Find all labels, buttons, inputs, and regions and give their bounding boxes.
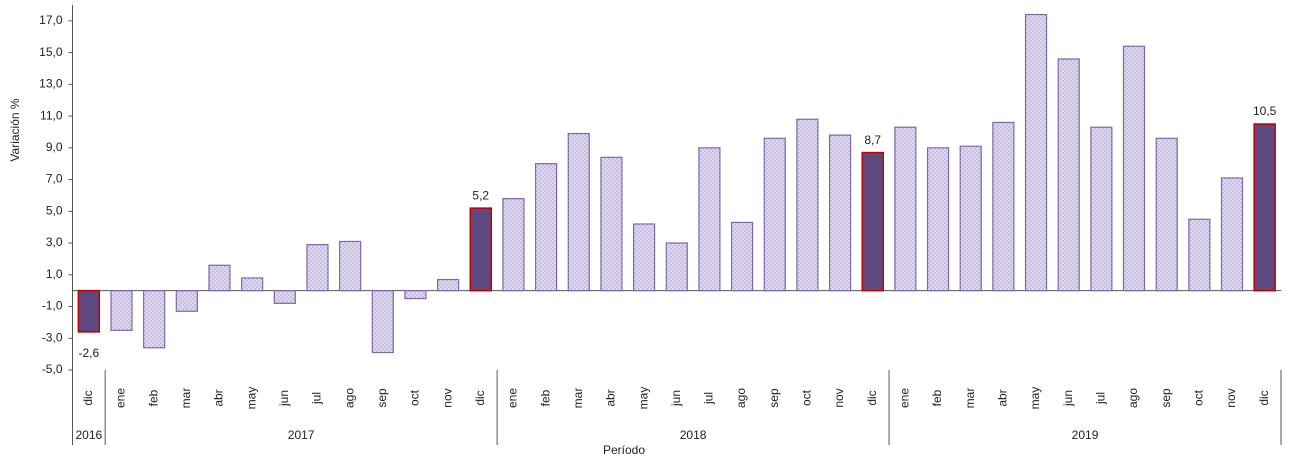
- bar: [567, 132, 590, 292]
- bar: [665, 242, 688, 292]
- x-tick-label: oct: [408, 389, 422, 406]
- bar: [926, 147, 950, 292]
- value-label: 5,2: [472, 188, 489, 202]
- bar: [175, 290, 198, 312]
- bar: [698, 147, 721, 292]
- y-tick-label: 17,0: [39, 13, 63, 27]
- bar: [110, 290, 133, 331]
- x-tick-label: mar: [571, 388, 585, 409]
- bar: [828, 134, 852, 292]
- x-tick-label: mar: [179, 388, 193, 409]
- bar: [404, 290, 427, 300]
- x-tick-label: feb: [146, 389, 160, 406]
- bar: [861, 151, 884, 292]
- x-tick-label: sep: [1159, 388, 1173, 408]
- y-tick-label: 11,0: [40, 108, 63, 122]
- bar: [632, 223, 656, 292]
- bar: [1057, 58, 1080, 292]
- x-tick-label: ene: [506, 388, 520, 408]
- x-tick-label: feb: [538, 389, 552, 406]
- x-tick-label: oct: [800, 389, 814, 406]
- bar: [371, 290, 394, 354]
- bar: [763, 137, 786, 292]
- bar: [339, 240, 362, 292]
- bar: [208, 264, 231, 292]
- group-label: 2018: [680, 428, 707, 442]
- group-label: 2016: [75, 428, 102, 442]
- y-tick-label: 5,0: [46, 203, 63, 217]
- y-tick-label: -1,0: [42, 299, 63, 313]
- bar: [730, 221, 754, 292]
- x-tick-label: abr: [996, 389, 1010, 406]
- y-tick-label: 1,0: [46, 267, 63, 281]
- x-tick-label: ago: [342, 388, 356, 408]
- x-tick-label: ene: [898, 388, 912, 408]
- x-tick-label: jul: [1094, 392, 1108, 405]
- bar: [469, 207, 493, 292]
- x-tick-label: dic: [473, 390, 487, 405]
- value-label: 8,7: [864, 133, 881, 147]
- bar: [1253, 123, 1276, 292]
- x-tick-label: jul: [310, 392, 324, 405]
- y-tick-label: -3,0: [42, 330, 63, 344]
- bar: [241, 277, 264, 292]
- x-tick-label: mar: [963, 388, 977, 409]
- bar: [894, 126, 917, 292]
- x-tick-label: oct: [1192, 389, 1206, 406]
- y-axis-label: Variación %: [8, 98, 22, 161]
- bar: [1155, 137, 1178, 292]
- x-tick-label: ene: [114, 388, 128, 408]
- y-tick-label: 13,0: [39, 77, 63, 91]
- bar: [437, 278, 460, 292]
- bar: [600, 156, 623, 292]
- x-tick-label: nov: [832, 388, 846, 407]
- bar: [959, 145, 982, 292]
- x-tick-label: abr: [604, 389, 618, 406]
- x-tick-label: ago: [1126, 388, 1140, 408]
- x-tick-label: abr: [212, 389, 226, 406]
- bar: [1122, 45, 1146, 292]
- x-tick-label: dic: [865, 390, 879, 405]
- value-label: 10,5: [1253, 104, 1277, 118]
- bar: [1090, 126, 1113, 292]
- y-tick-label: 15,0: [39, 45, 63, 59]
- x-tick-label: jul: [702, 392, 716, 405]
- bar: [796, 118, 819, 292]
- x-tick-label: jun: [1061, 390, 1075, 407]
- bar: [143, 290, 166, 349]
- bar: [992, 121, 1015, 292]
- y-tick-label: 9,0: [46, 140, 63, 154]
- bar: [1024, 13, 1048, 292]
- x-tick-label: dic: [81, 390, 95, 405]
- bar: [1188, 218, 1211, 292]
- x-tick-label: jun: [669, 390, 683, 407]
- y-tick-label: 3,0: [46, 235, 63, 249]
- x-tick-label: may: [1028, 387, 1042, 410]
- bar: [306, 244, 329, 292]
- x-tick-label: ago: [734, 388, 748, 408]
- bar: [502, 198, 525, 292]
- value-label: -2,6: [78, 346, 99, 360]
- group-label: 2017: [288, 428, 315, 442]
- x-axis-label: Período: [603, 443, 645, 457]
- bar: [1220, 177, 1244, 292]
- bar: [273, 290, 296, 304]
- x-tick-label: may: [636, 387, 650, 410]
- x-tick-label: sep: [375, 388, 389, 408]
- bar: [535, 163, 558, 292]
- x-tick-label: nov: [440, 388, 454, 407]
- group-label: 2019: [1072, 428, 1099, 442]
- y-tick-label: -5,0: [42, 362, 63, 376]
- bar: [77, 289, 101, 333]
- x-tick-label: dic: [1257, 390, 1271, 405]
- x-tick-label: sep: [767, 388, 781, 408]
- x-tick-label: jun: [277, 390, 291, 407]
- y-tick-label: 7,0: [46, 172, 63, 186]
- x-tick-label: feb: [930, 389, 944, 406]
- x-tick-label: nov: [1224, 388, 1238, 407]
- x-tick-label: may: [244, 387, 258, 410]
